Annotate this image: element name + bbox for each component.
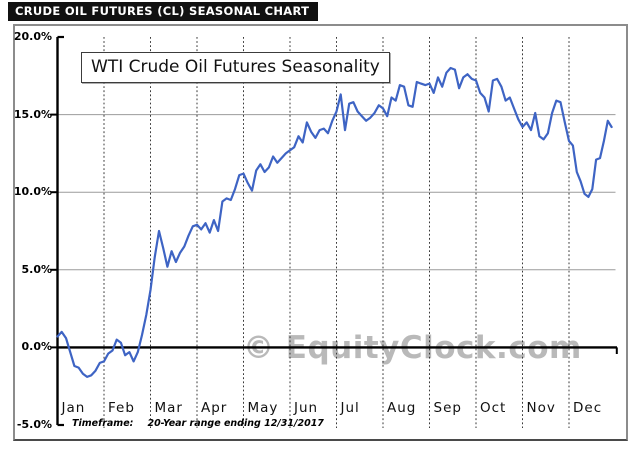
x-axis-label-aug: Aug [387,400,417,416]
x-axis-label-dec: Dec [573,400,603,416]
x-axis-label-jul: Jul [340,400,360,416]
footnote-value: 20-Year range ending 12/31/2017 [147,418,324,429]
x-axis-label-jan: Jan [61,400,86,416]
y-axis-label: -5.0% [16,418,52,431]
chart-title: WTI Crude Oil Futures Seasonality [81,52,390,83]
x-axis-label-may: May [247,400,279,416]
y-axis-label: 10.0% [13,185,52,199]
x-axis-label-feb: Feb [108,400,135,416]
window-title: CRUDE OIL FUTURES (CL) SEASONAL CHART [15,4,310,18]
x-axis-label-sep: Sep [433,400,462,416]
x-axis-label-jun: Jun [294,400,319,416]
x-axis-label-apr: Apr [201,400,228,416]
y-axis-label: 0.0% [21,340,52,354]
y-axis-label: 15.0% [13,107,52,121]
x-axis-label-oct: Oct [480,400,507,416]
seasonality-line [56,66,613,378]
chart-frame [13,24,628,441]
y-axis-label: 5.0% [21,262,52,276]
y-axis-label: 20.0% [13,30,52,43]
x-axis-label-mar: Mar [154,400,183,416]
footnote-label: Timeframe: [72,418,134,429]
chart-footnote: Timeframe: 20-Year range ending 12/31/201… [72,418,324,429]
x-axis-label-nov: Nov [526,400,556,416]
window-title-bar: CRUDE OIL FUTURES (CL) SEASONAL CHART [8,2,319,21]
